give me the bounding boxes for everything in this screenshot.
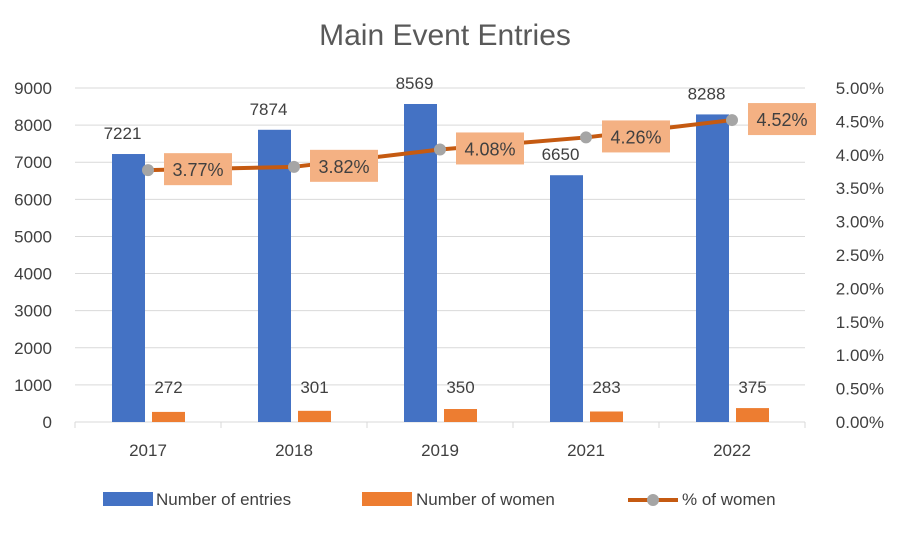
left-tick-label: 9000 [14, 79, 52, 98]
right-tick-label: 1.50% [836, 313, 884, 332]
pct-marker [580, 131, 592, 144]
label-women: 283 [592, 378, 620, 397]
pct-label: 4.08% [464, 139, 515, 159]
category-labels: 2017 2018 2019 2021 2022 [129, 441, 751, 460]
pct-label-box [164, 153, 232, 186]
pct-marker [726, 114, 738, 127]
right-tick-label: 3.00% [836, 213, 884, 232]
left-tick-label: 4000 [14, 265, 52, 284]
left-tick-label: 7000 [14, 153, 52, 172]
label-women: 350 [446, 378, 474, 397]
legend-label-women: Number of women [416, 490, 555, 509]
pct-label-box [748, 103, 816, 136]
left-tick-label: 3000 [14, 302, 52, 321]
legend-marker-pct [647, 494, 659, 506]
bars: 7221 272 7874 301 8569 350 6650 283 8288 375 [104, 74, 769, 423]
pct-label: 3.82% [318, 157, 369, 177]
gridlines [74, 87, 806, 428]
pct-label-box [602, 120, 670, 153]
right-tick-label: 1.00% [836, 346, 884, 365]
right-axis-ticks: 0.00% 0.50% 1.00% 1.50% 2.00% 2.50% 3.00% 3.50%… [836, 79, 884, 432]
pct-label: 3.77% [172, 160, 223, 180]
label-entries: 7874 [250, 100, 288, 119]
left-tick-label: 5000 [14, 227, 52, 246]
pct-label-box [456, 132, 524, 165]
bar-women [736, 408, 769, 422]
left-tick-label: 2000 [14, 339, 52, 358]
legend-label-pct: % of women [682, 490, 776, 509]
bar-entries [258, 129, 291, 422]
bar-entries [112, 154, 145, 422]
category-label: 2019 [421, 441, 459, 460]
legend-swatch-entries [103, 492, 153, 506]
label-women: 375 [738, 378, 766, 397]
label-entries: 7221 [104, 124, 142, 143]
label-entries: 8288 [688, 84, 726, 103]
category-label: 2018 [275, 441, 313, 460]
bar-entries [550, 175, 583, 422]
legend-swatch-women [362, 492, 412, 506]
bar-entries [404, 103, 437, 423]
category-label: 2021 [567, 441, 605, 460]
chart-title: Main Event Entries [319, 19, 571, 52]
bar-women [444, 409, 477, 422]
bar-women [298, 410, 331, 422]
right-tick-label: 0.00% [836, 413, 884, 432]
label-entries: 8569 [396, 74, 434, 93]
label-entries: 6650 [542, 145, 580, 164]
left-axis-ticks: 0 1000 2000 3000 4000 5000 6000 7000 8000 9000 [14, 79, 52, 432]
left-tick-label: 8000 [14, 116, 52, 135]
legend-label-entries: Number of entries [156, 490, 291, 509]
pct-label-box [310, 149, 378, 182]
bar-entries [696, 114, 729, 423]
left-tick-label: 6000 [14, 190, 52, 209]
left-tick-label: 0 [43, 413, 52, 432]
pct-marker [142, 164, 154, 177]
right-tick-label: 3.50% [836, 179, 884, 198]
category-label: 2022 [713, 441, 751, 460]
bar-women [152, 411, 185, 422]
bar-women [590, 411, 623, 422]
category-label: 2017 [129, 441, 167, 460]
left-tick-label: 1000 [14, 376, 52, 395]
right-tick-label: 4.50% [836, 112, 884, 131]
pct-marker [288, 160, 300, 173]
legend: Number of entries Number of women % of wom… [103, 490, 776, 509]
label-women: 301 [300, 378, 328, 397]
right-tick-label: 0.50% [836, 380, 884, 399]
right-tick-label: 2.00% [836, 279, 884, 298]
pct-label: 4.26% [610, 127, 661, 147]
pct-label: 4.52% [756, 110, 807, 130]
label-women: 272 [154, 378, 182, 397]
pct-marker [434, 143, 446, 156]
right-tick-label: 2.50% [836, 246, 884, 265]
percent-line: 3.77% 3.82% 4.08% 4.26% 4.52% [142, 103, 816, 186]
right-tick-label: 4.00% [836, 146, 884, 165]
right-tick-label: 5.00% [836, 79, 884, 98]
